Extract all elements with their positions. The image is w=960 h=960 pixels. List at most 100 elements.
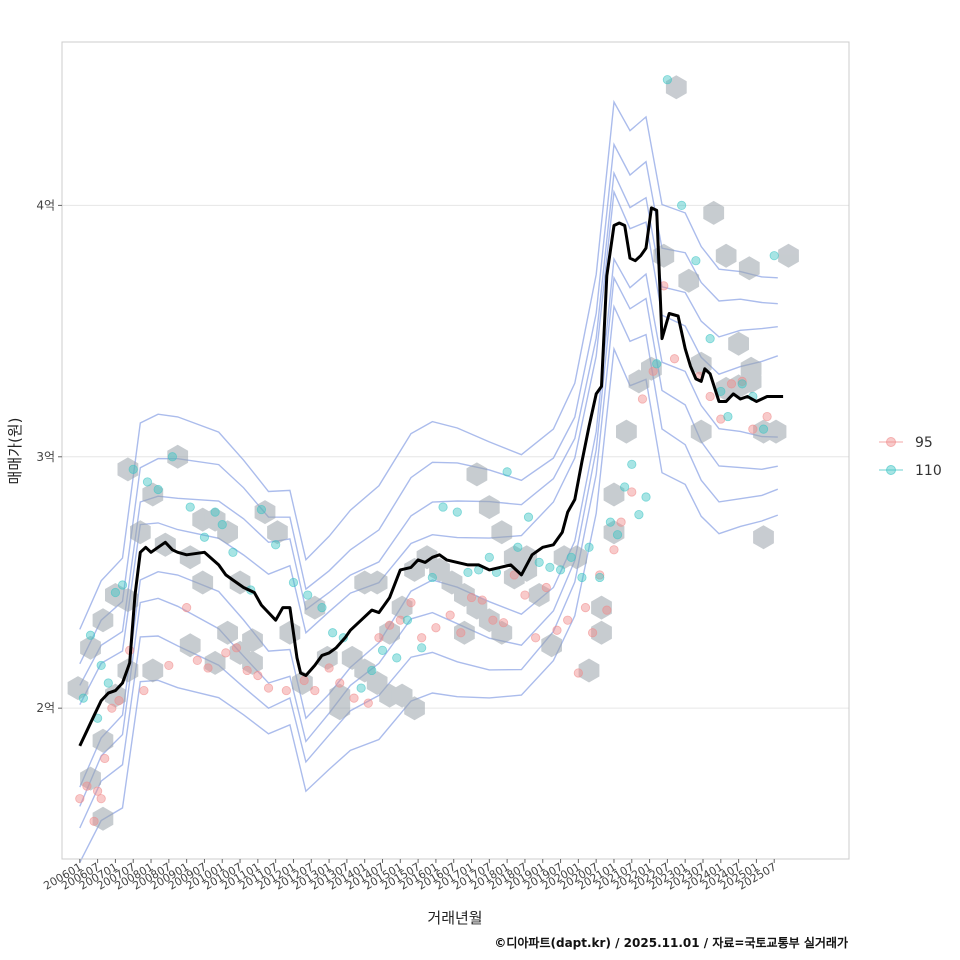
point-110 — [356, 683, 366, 693]
hexbin — [641, 356, 662, 381]
hexbin — [192, 570, 214, 595]
point-110 — [153, 484, 163, 495]
point-110 — [427, 572, 437, 583]
hexbin — [329, 696, 351, 721]
hexbin — [154, 532, 176, 557]
x-axis-title: 거래년월 — [427, 909, 482, 927]
point-110 — [652, 359, 662, 369]
point-95 — [573, 668, 583, 678]
hexbin — [217, 520, 238, 545]
contour-line — [79, 99, 778, 630]
legend-label-95: 95 — [915, 435, 933, 451]
trend-line-layer — [78, 206, 784, 747]
point-95 — [648, 366, 658, 376]
point-110 — [662, 75, 672, 85]
hexbin-layer — [67, 75, 799, 831]
point-110 — [185, 502, 195, 512]
hexbin — [441, 570, 463, 595]
point-110 — [627, 459, 637, 469]
trend-line — [78, 206, 784, 747]
point-95 — [82, 781, 92, 791]
point-110 — [555, 565, 566, 575]
point-110 — [303, 590, 313, 600]
hexbin — [454, 620, 475, 645]
hexbin — [267, 520, 288, 545]
point-110 — [523, 512, 534, 522]
point-110 — [103, 678, 113, 688]
point-110 — [317, 603, 327, 613]
point-110 — [513, 542, 523, 552]
point-110 — [367, 665, 377, 676]
hexbin — [292, 671, 313, 695]
legend-label-110: 110 — [915, 463, 942, 479]
point-95 — [114, 696, 124, 706]
point-110 — [545, 562, 555, 572]
hexbin — [528, 583, 550, 607]
point-110 — [256, 504, 267, 515]
hexbin — [92, 728, 114, 753]
point-95 — [737, 376, 747, 386]
hexbin — [92, 608, 114, 633]
hexbin — [404, 696, 425, 721]
legend-key-110 — [886, 465, 896, 475]
hexbin — [678, 268, 700, 293]
point-110 — [612, 530, 623, 540]
point-95 — [385, 620, 395, 630]
hexbin — [603, 482, 625, 507]
point-110 — [96, 660, 106, 671]
hexbin — [179, 633, 201, 658]
hexbin — [92, 806, 114, 831]
point-110 — [117, 580, 128, 590]
hexbin — [117, 457, 139, 482]
point-110 — [584, 542, 594, 552]
point-95 — [335, 678, 345, 688]
point-95 — [221, 648, 231, 658]
hexbin — [578, 658, 600, 683]
point-110 — [167, 452, 177, 462]
point-95 — [705, 391, 715, 402]
point-95 — [324, 663, 334, 673]
point-95 — [552, 625, 562, 635]
point-95 — [541, 582, 551, 593]
point-110 — [288, 577, 299, 588]
point-95 — [107, 703, 117, 713]
point-95 — [609, 545, 619, 555]
y-axis-ticks: 2억 3억 4억 — [36, 198, 62, 715]
hexbin — [566, 545, 587, 570]
hexbin — [541, 633, 562, 658]
point-95 — [139, 685, 149, 696]
point-95 — [588, 628, 598, 638]
point-95 — [231, 643, 242, 653]
point-95 — [417, 633, 427, 643]
point-95 — [406, 597, 416, 608]
hexbin — [304, 595, 326, 620]
point-95 — [477, 595, 487, 605]
hexbin — [179, 545, 201, 570]
hexbin — [591, 620, 612, 645]
point-110 — [210, 507, 220, 517]
point-110 — [595, 572, 605, 583]
point-110 — [328, 628, 338, 638]
hexbin — [142, 482, 164, 507]
hexbin — [738, 256, 760, 281]
point-110 — [577, 572, 587, 583]
hexbin — [703, 200, 725, 225]
point-110 — [110, 587, 121, 598]
point-110 — [691, 256, 701, 266]
point-95 — [281, 685, 291, 696]
point-110 — [534, 557, 544, 567]
hexbin — [142, 658, 164, 683]
point-95 — [253, 670, 263, 681]
point-95 — [75, 794, 85, 804]
point-110 — [463, 567, 473, 578]
point-95 — [602, 605, 612, 615]
hexbin — [167, 444, 189, 469]
hexbin — [366, 570, 388, 595]
point-95 — [726, 379, 737, 389]
hexbin — [491, 520, 513, 545]
hexbin — [130, 520, 151, 545]
point-95 — [580, 603, 591, 613]
point-110 — [566, 552, 576, 562]
hexbin — [466, 462, 488, 487]
